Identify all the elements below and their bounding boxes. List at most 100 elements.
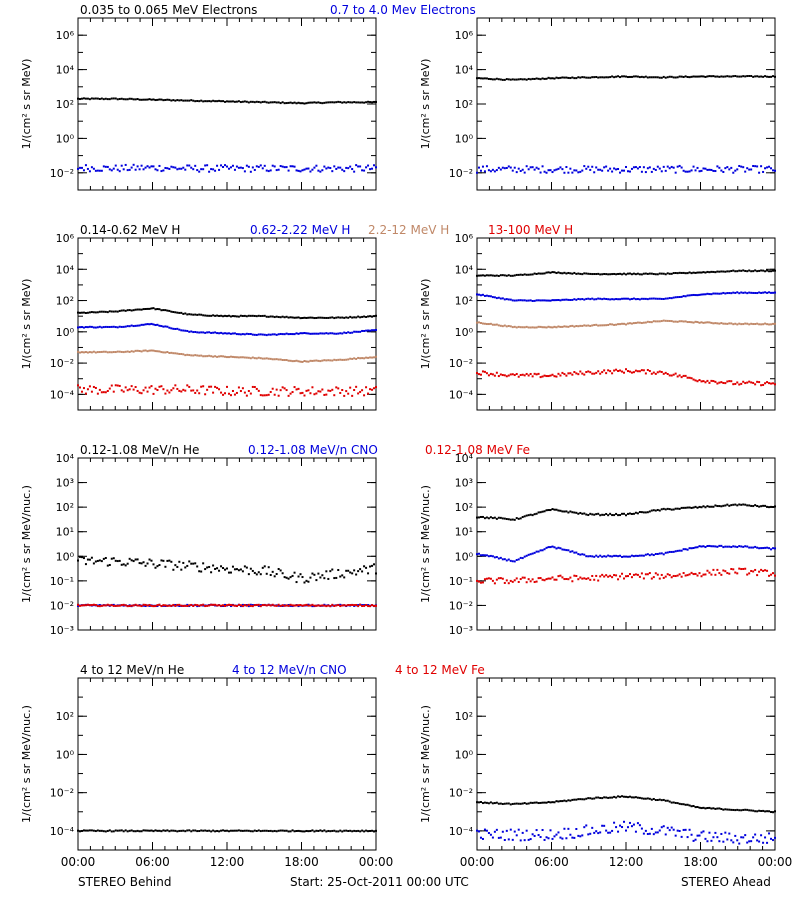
data-point [98, 388, 101, 391]
data-point [98, 169, 101, 172]
data-point [658, 320, 661, 323]
data-point [688, 376, 691, 379]
data-point [519, 273, 522, 276]
data-point [245, 394, 248, 397]
data-point [104, 830, 107, 833]
data-point [259, 315, 262, 318]
data-point [190, 562, 193, 565]
data-point [581, 372, 584, 375]
data-point [86, 558, 89, 561]
series-3 [476, 567, 776, 585]
data-point [515, 577, 518, 580]
data-point [184, 566, 187, 569]
data-point [190, 330, 193, 333]
data-point [678, 320, 681, 323]
data-point [626, 796, 629, 799]
data-point [702, 380, 705, 383]
data-point [259, 830, 262, 833]
data-point [662, 319, 665, 322]
data-point [692, 271, 695, 274]
data-point [208, 331, 211, 334]
data-point [299, 573, 302, 576]
data-point [535, 326, 538, 329]
y-axis-label: 1/(cm² s sr MeV) [20, 279, 33, 370]
data-point [477, 516, 480, 519]
data-point [253, 168, 256, 171]
data-point [265, 604, 268, 607]
data-point [285, 576, 288, 579]
data-point [571, 324, 574, 327]
data-point [636, 370, 639, 373]
data-point [764, 504, 767, 507]
data-point [337, 166, 340, 169]
data-point [343, 331, 346, 334]
data-point [208, 354, 211, 357]
data-point [371, 604, 374, 607]
data-point [634, 321, 637, 324]
data-point [355, 357, 358, 360]
data-point [343, 576, 346, 579]
data-point [204, 568, 207, 571]
data-point [489, 274, 492, 277]
data-point [696, 574, 699, 577]
data-point [756, 75, 759, 78]
y-tick-label: 10⁶ [56, 29, 75, 42]
data-point [353, 316, 356, 319]
data-point [90, 351, 93, 354]
data-point [178, 352, 181, 355]
data-point [152, 392, 155, 395]
data-point [281, 386, 284, 389]
data-point [638, 370, 641, 373]
data-point [251, 569, 254, 572]
data-point [772, 269, 775, 272]
data-point [539, 299, 542, 302]
data-point [623, 322, 626, 325]
data-point [730, 269, 733, 272]
data-point [138, 168, 141, 171]
data-point [623, 555, 626, 558]
data-point [132, 830, 135, 833]
data-point [609, 298, 612, 301]
data-point [625, 795, 627, 798]
data-point [337, 387, 340, 390]
data-point [243, 314, 246, 317]
data-point [321, 316, 324, 319]
data-point [503, 298, 506, 301]
data-point [626, 76, 629, 79]
data-point [581, 553, 584, 556]
data-point [527, 838, 530, 841]
data-point [758, 547, 761, 550]
data-point [289, 576, 292, 579]
data-point [301, 360, 304, 363]
data-point [740, 545, 743, 548]
data-point [575, 551, 578, 554]
data-point [634, 830, 637, 833]
data-point [229, 603, 232, 606]
data-point [184, 389, 187, 392]
data-point [287, 604, 290, 607]
data-point [132, 604, 135, 607]
data-point [253, 829, 256, 832]
data-point [539, 325, 542, 328]
data-point [241, 333, 244, 336]
y-tick-label: 10⁻² [50, 167, 74, 180]
data-point [732, 503, 735, 506]
y-tick-label: 10⁰ [455, 326, 474, 339]
data-point [720, 573, 723, 576]
data-point [736, 839, 739, 842]
data-point [716, 165, 719, 168]
data-point [517, 802, 520, 805]
data-point [511, 580, 514, 583]
data-point [168, 391, 171, 394]
data-point [595, 323, 598, 326]
data-point [634, 298, 637, 301]
data-point [100, 310, 103, 313]
data-point [160, 559, 163, 562]
data-point [545, 77, 548, 80]
data-point [706, 75, 709, 78]
data-point [519, 373, 522, 376]
data-point [563, 171, 566, 174]
data-point [487, 323, 490, 326]
data-point [599, 796, 602, 799]
data-point [668, 508, 671, 511]
